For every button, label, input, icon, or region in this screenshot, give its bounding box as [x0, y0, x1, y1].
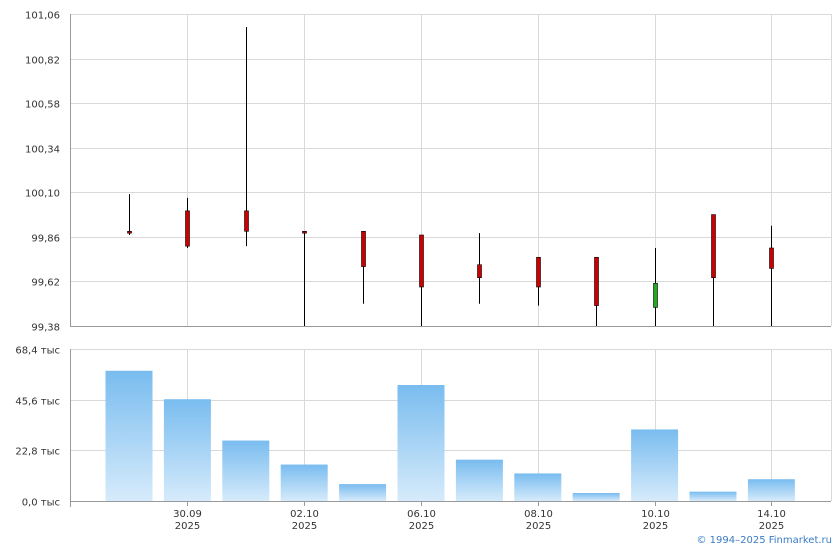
volume-bar: [747, 479, 795, 501]
x-tick-label-day: 14.10: [757, 509, 786, 520]
volume-tick-label: 22,8 тыс: [15, 447, 60, 458]
price-tick-label: 99,38: [31, 323, 60, 334]
candle-body: [127, 230, 132, 234]
candle-body: [419, 234, 424, 288]
x-tick-label-day: 06.10: [407, 509, 436, 520]
price-candles: [127, 27, 774, 326]
volume-bar: [163, 399, 211, 501]
candle-body: [594, 256, 599, 306]
candle-body: [185, 210, 190, 247]
price-tick-label: 99,62: [31, 278, 60, 289]
volume-tick-label: 45,6 тыс: [15, 397, 60, 408]
candle-body: [244, 210, 249, 232]
price-tick-label: 100,58: [25, 100, 60, 111]
candle-body: [769, 247, 774, 269]
volume-tick-label: 68,4 тыс: [15, 346, 60, 357]
volume-bars: [105, 370, 795, 501]
volume-bar: [455, 459, 503, 501]
x-tick-label-year: 2025: [409, 521, 434, 532]
x-tick-label-year: 2025: [643, 521, 668, 532]
x-tick-label-day: 08.10: [524, 509, 553, 520]
price-tick-label: 101,06: [25, 11, 60, 22]
price-tick-label: 100,82: [25, 56, 60, 67]
volume-bar: [222, 440, 270, 501]
x-tick-label-year: 2025: [759, 521, 784, 532]
candle-body: [536, 256, 541, 288]
volume-bar: [280, 464, 328, 501]
price-tick-label: 100,10: [25, 189, 60, 200]
volume-bar: [105, 370, 153, 501]
x-tick-label-year: 2025: [175, 521, 200, 532]
x-axis-labels: 30.09202502.10202506.10202508.10202510.1…: [173, 509, 786, 532]
volume-bar: [689, 491, 737, 501]
price-tick-label: 99,86: [31, 234, 60, 245]
price-tick-label: 100,34: [25, 145, 60, 156]
x-tick-label-day: 30.09: [173, 509, 202, 520]
volume-bar: [397, 385, 445, 501]
volume-bar: [631, 429, 679, 501]
candle-body: [477, 264, 482, 279]
candle-body: [302, 230, 307, 234]
volume-bar: [339, 484, 387, 501]
candle-body: [653, 282, 658, 308]
x-tick-label-day: 02.10: [290, 509, 319, 520]
copyright-text[interactable]: © 1994–2025 Finmarket.ru: [696, 535, 832, 546]
volume-tick-label: 0,0 тыс: [22, 498, 60, 509]
volume-bar: [572, 493, 620, 501]
x-tick-label-day: 10.10: [641, 509, 670, 520]
x-tick-label-year: 2025: [292, 521, 317, 532]
candle-body: [711, 214, 716, 279]
volume-bar: [514, 473, 562, 501]
candle-body: [361, 230, 366, 267]
x-tick-label-year: 2025: [526, 521, 551, 532]
y-axis-labels: 99,38 99,62 99,86 100,10 100,34 100,58 100,82 1…: [15, 11, 60, 509]
